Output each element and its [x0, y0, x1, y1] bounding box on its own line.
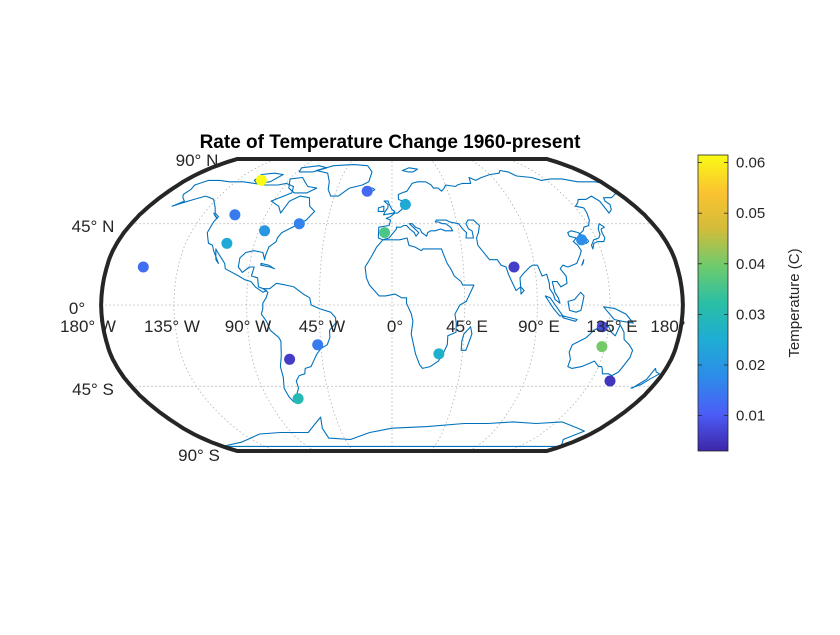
- lon-label-135e: 135° E: [586, 317, 637, 336]
- chart-title: Rate of Temperature Change 1960-present: [200, 132, 581, 153]
- lat-label-45n: 45° N: [72, 217, 115, 236]
- coastline-shape: [581, 259, 585, 266]
- coastline-shape: [383, 200, 396, 216]
- data-point: [604, 375, 616, 387]
- data-point: [137, 261, 149, 273]
- data-point: [221, 237, 233, 249]
- coastline-shape: [260, 262, 276, 270]
- meridian: [318, 159, 354, 451]
- lon-label-180e: 180°: [650, 317, 685, 336]
- data-point: [576, 234, 588, 246]
- coastline-shape: [567, 291, 585, 313]
- coastline-shape: [590, 223, 606, 250]
- coastline-shape: [401, 167, 419, 173]
- coastline-shape: [460, 326, 473, 351]
- data-point: [433, 348, 445, 360]
- coastline-shape: [562, 315, 578, 322]
- colorbar: 0.01 0.02 0.03 0.04 0.05 0.06 Temperature (C): [697, 154, 803, 452]
- coastline-shape: [377, 169, 617, 304]
- coastlines: [171, 164, 661, 447]
- data-point: [312, 339, 324, 351]
- data-point: [293, 218, 305, 230]
- meridian: [430, 159, 466, 451]
- coastline-shape: [288, 176, 318, 194]
- colorbar-tick-label: 0.06: [736, 155, 765, 172]
- data-point: [284, 353, 296, 365]
- data-point: [255, 174, 267, 186]
- coastline-shape: [298, 165, 328, 173]
- coastline-shape: [315, 164, 373, 197]
- meridian: [173, 159, 277, 451]
- coastline-shape: [364, 237, 475, 369]
- lon-label-45w: 45° W: [299, 317, 345, 336]
- data-point: [292, 393, 304, 405]
- coastline-shape: [520, 286, 525, 295]
- data-point: [361, 185, 373, 197]
- colorbar-tick-label: 0.03: [736, 306, 765, 323]
- data-point: [399, 199, 411, 210]
- data-point: [379, 227, 391, 239]
- lon-label-90e: 90° E: [518, 317, 560, 336]
- lon-label-0: 0°: [387, 317, 403, 336]
- graticule-labels: 180° W 135° W 90° W 45° W 0° 45° E 90° E…: [60, 151, 686, 465]
- lat-label-90n: 90° N: [176, 151, 219, 170]
- map-frame: [99, 157, 685, 453]
- data-point: [596, 341, 608, 353]
- coastline-shape: [213, 212, 218, 219]
- coastline-shape: [544, 295, 564, 317]
- coastline-shape: [630, 367, 661, 389]
- lon-label-90w: 90° W: [225, 317, 271, 336]
- colorbar-label: Temperature (C): [786, 248, 803, 357]
- coastline-shape: [603, 306, 634, 324]
- data-points: [137, 174, 616, 405]
- data-point: [259, 225, 271, 237]
- lon-label-45e: 45° E: [446, 317, 488, 336]
- coastline-shape: [377, 205, 385, 212]
- lon-label-135w: 135° W: [144, 317, 200, 336]
- colorbar-tick-label: 0.02: [736, 357, 765, 374]
- coastline-shape: [260, 282, 337, 403]
- colorbar-ticks: 0.01 0.02 0.03 0.04 0.05 0.06: [698, 155, 765, 425]
- colorbar-gradient: [697, 154, 729, 452]
- data-point: [229, 209, 241, 221]
- lon-label-180w: 180° W: [60, 317, 116, 336]
- lat-label-90s: 90° S: [178, 446, 220, 465]
- map-background: [101, 159, 683, 451]
- colorbar-tick-label: 0.01: [736, 408, 765, 425]
- meridian: [507, 159, 611, 451]
- data-point: [508, 261, 520, 273]
- data-point: [596, 321, 608, 333]
- coastline-shape: [222, 416, 585, 447]
- colorbar-tick-label: 0.04: [736, 256, 765, 273]
- colorbar-tick-label: 0.05: [736, 205, 765, 222]
- lat-label-45s: 45° S: [72, 380, 114, 399]
- lat-label-0: 0°: [69, 299, 85, 318]
- coastline-shape: [253, 172, 284, 184]
- graticule: [101, 159, 683, 451]
- map-area: [99, 157, 685, 453]
- coastline-shape: [171, 179, 316, 293]
